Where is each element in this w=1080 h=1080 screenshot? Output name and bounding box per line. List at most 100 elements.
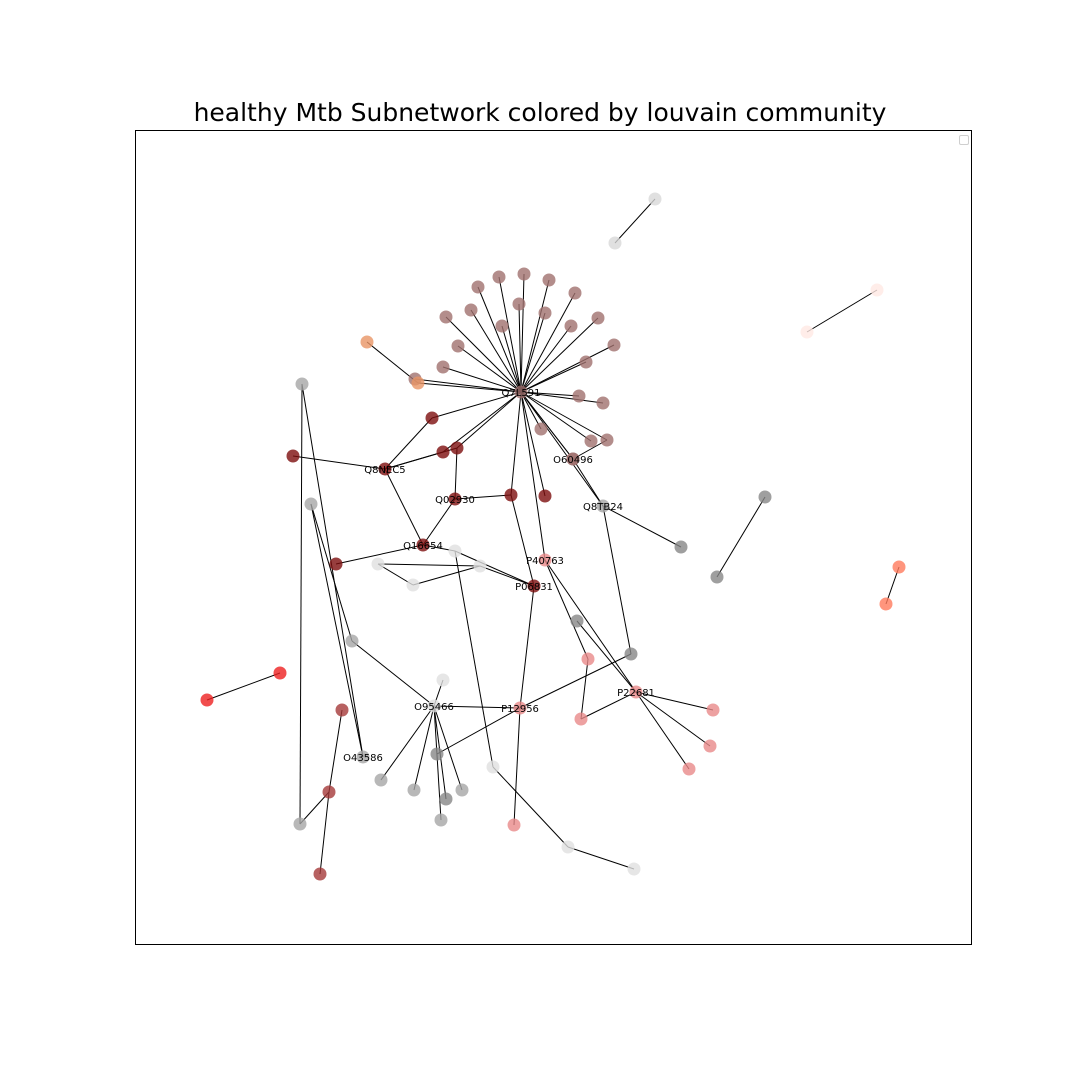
- node-e1[interactable]: [200, 693, 214, 707]
- node-h15[interactable]: [579, 355, 593, 369]
- node-h9[interactable]: [538, 306, 552, 320]
- node-m7[interactable]: [295, 377, 309, 391]
- node-h13[interactable]: [451, 339, 465, 353]
- edge-m7-m8: [299, 383, 303, 825]
- node-g3[interactable]: [758, 490, 772, 504]
- node-d1[interactable]: [335, 703, 349, 717]
- edge-Q7L591-r2: [456, 391, 522, 449]
- node-h6[interactable]: [439, 310, 453, 324]
- node-r1[interactable]: [425, 411, 439, 425]
- node-p5[interactable]: [574, 712, 588, 726]
- edge-Q7L591-r1: [431, 391, 522, 419]
- node-m1[interactable]: [345, 634, 359, 648]
- node-l2[interactable]: [473, 559, 487, 573]
- node-g7[interactable]: [439, 792, 453, 806]
- node-g6[interactable]: [570, 614, 584, 628]
- node-h10[interactable]: [495, 319, 509, 333]
- node-h2[interactable]: [492, 270, 506, 284]
- edge-P22681-p5: [580, 691, 637, 720]
- node-r6[interactable]: [286, 449, 300, 463]
- node-l7[interactable]: [561, 840, 575, 854]
- edge-O95466-m5: [433, 705, 463, 791]
- edge-g6-P22681: [576, 620, 637, 693]
- edge-Q7L591-h2: [498, 276, 522, 393]
- node-m6[interactable]: [304, 497, 318, 511]
- edge-Q8NEC5-r6: [292, 455, 386, 470]
- node-h8[interactable]: [512, 297, 526, 311]
- node-h7[interactable]: [464, 303, 478, 317]
- node-h5[interactable]: [568, 286, 582, 300]
- node-w2[interactable]: [870, 283, 884, 297]
- node-m8[interactable]: [293, 817, 307, 831]
- edge-P40763-p1: [544, 559, 589, 660]
- node-O43586[interactable]: [356, 750, 370, 764]
- node-Q7L591[interactable]: [514, 385, 528, 399]
- node-r3[interactable]: [436, 445, 450, 459]
- node-p6[interactable]: [507, 818, 521, 832]
- node-Q02930[interactable]: [448, 492, 462, 506]
- edge-Q16654-r7: [335, 544, 424, 565]
- node-o2[interactable]: [879, 597, 893, 611]
- node-r2[interactable]: [450, 441, 464, 455]
- node-m5[interactable]: [455, 783, 469, 797]
- node-O60496[interactable]: [566, 452, 580, 466]
- node-d2[interactable]: [322, 785, 336, 799]
- node-r5[interactable]: [538, 489, 552, 503]
- edge-d1-d2: [328, 709, 343, 793]
- node-e2[interactable]: [273, 666, 287, 680]
- node-w1[interactable]: [800, 325, 814, 339]
- node-l3[interactable]: [371, 557, 385, 571]
- node-l4[interactable]: [406, 578, 420, 592]
- node-P22681[interactable]: [629, 685, 643, 699]
- node-l6[interactable]: [486, 760, 500, 774]
- node-h22[interactable]: [600, 433, 614, 447]
- node-P40763[interactable]: [538, 553, 552, 567]
- edge-Q7L591-h19: [520, 391, 604, 404]
- node-m3[interactable]: [407, 783, 421, 797]
- node-p2[interactable]: [706, 703, 720, 717]
- edge-Q7L591-h21: [520, 391, 592, 442]
- node-h24[interactable]: [411, 376, 425, 390]
- edge-Q8TB24-g1: [602, 505, 682, 548]
- node-l1[interactable]: [448, 544, 462, 558]
- node-h12[interactable]: [591, 311, 605, 325]
- node-l8[interactable]: [627, 862, 641, 876]
- edge-Q7L591-h10: [501, 325, 522, 393]
- node-h18[interactable]: [572, 389, 586, 403]
- node-Q8NEC5[interactable]: [378, 462, 392, 476]
- node-r4[interactable]: [504, 488, 518, 502]
- node-l5[interactable]: [436, 673, 450, 687]
- node-s2[interactable]: [648, 192, 662, 206]
- node-o1[interactable]: [892, 560, 906, 574]
- node-h11[interactable]: [564, 319, 578, 333]
- node-h20[interactable]: [534, 422, 548, 436]
- node-g5[interactable]: [430, 747, 444, 761]
- node-h3[interactable]: [471, 280, 485, 294]
- node-h25[interactable]: [360, 335, 374, 349]
- node-h4[interactable]: [542, 273, 556, 287]
- node-g1[interactable]: [674, 540, 688, 554]
- edge-h23-Q8TB24: [572, 458, 604, 507]
- node-p4[interactable]: [682, 762, 696, 776]
- node-h19[interactable]: [596, 396, 610, 410]
- node-d3[interactable]: [313, 867, 327, 881]
- node-s1[interactable]: [608, 236, 622, 250]
- node-O95466[interactable]: [427, 699, 441, 713]
- node-m2[interactable]: [374, 773, 388, 787]
- node-m4[interactable]: [434, 813, 448, 827]
- node-p1[interactable]: [581, 652, 595, 666]
- node-Q16654[interactable]: [416, 538, 430, 552]
- edge-Q8NEC5-Q16654: [384, 468, 424, 546]
- node-r7[interactable]: [329, 557, 343, 571]
- node-P06831[interactable]: [527, 579, 541, 593]
- node-g2[interactable]: [624, 647, 638, 661]
- node-Q8TB24[interactable]: [596, 499, 610, 513]
- node-h1[interactable]: [517, 267, 531, 281]
- node-h16[interactable]: [436, 360, 450, 374]
- node-g4[interactable]: [710, 570, 724, 584]
- edge-Q7L591-r5: [520, 391, 546, 497]
- node-P12956[interactable]: [513, 701, 527, 715]
- node-h14[interactable]: [607, 338, 621, 352]
- node-h21[interactable]: [584, 434, 598, 448]
- node-p3[interactable]: [703, 739, 717, 753]
